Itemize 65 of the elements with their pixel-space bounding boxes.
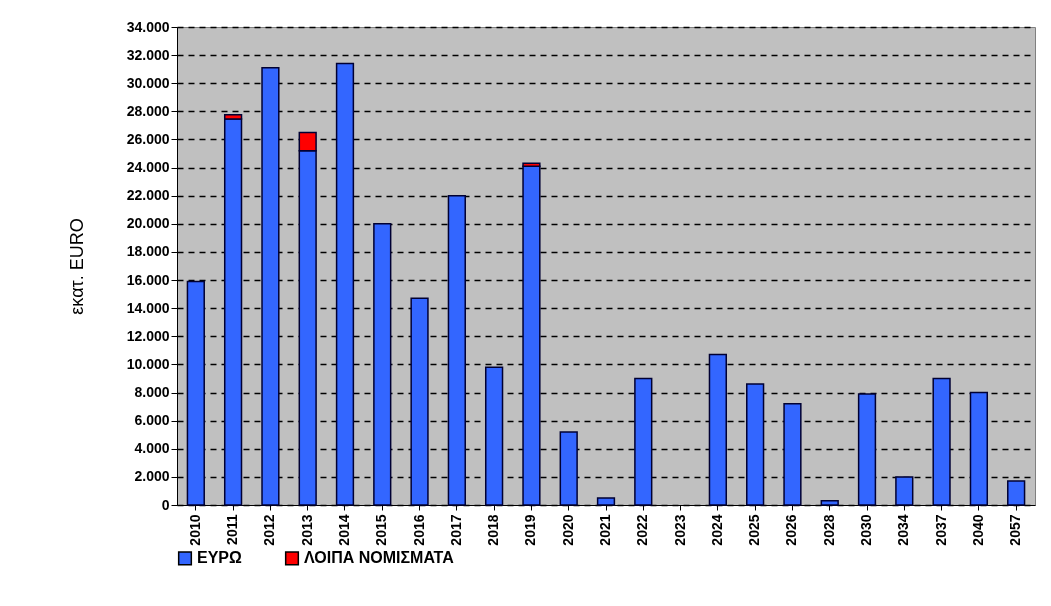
y-tick-label: 0	[161, 496, 170, 513]
bar	[708, 353, 727, 506]
x-tick-label: 2020	[559, 514, 576, 546]
bar	[746, 383, 765, 506]
x-tick-label: 2024	[708, 514, 725, 546]
bar	[969, 391, 989, 506]
bar	[559, 431, 578, 506]
x-tick-label: 2011	[224, 514, 241, 545]
x-tick-label: 2034	[895, 514, 912, 546]
y-tick-label: 28.000	[126, 102, 170, 119]
y-tick-label: 34.000	[126, 18, 170, 35]
x-tick-label: 2015	[373, 514, 390, 546]
y-tick-label: 20.000	[126, 215, 170, 232]
x-tick-label: 2014	[335, 514, 352, 546]
x-tick-label: 2040	[969, 514, 986, 546]
legend-label: ΛΟΙΠΑ ΝΟΜΙΣΜΑΤΑ	[304, 549, 455, 567]
y-tick-label: 2.000	[134, 468, 170, 485]
bar	[857, 393, 877, 506]
x-tick-label: 2019	[522, 514, 539, 546]
y-tick-label: 24.000	[126, 159, 170, 176]
x-tick-label: 2023	[671, 514, 688, 546]
bar	[596, 497, 616, 506]
y-tick-label: 6.000	[134, 412, 170, 429]
y-tick-label: 26.000	[126, 130, 170, 147]
bar	[186, 280, 205, 506]
y-tick-label: 10.000	[126, 355, 170, 372]
y-tick-label: 12.000	[126, 327, 170, 344]
bar	[895, 476, 914, 506]
x-tick-label: 2025	[746, 514, 763, 546]
y-tick-label: 4.000	[134, 440, 170, 457]
bar	[485, 366, 504, 506]
bar	[223, 118, 243, 506]
y-tick-label: 30.000	[126, 74, 170, 91]
x-tick-label: 2037	[932, 514, 949, 546]
y-tick-label: 16.000	[126, 271, 170, 288]
y-tick-label: 8.000	[134, 384, 170, 401]
bar	[634, 377, 653, 506]
x-tick-label: 2013	[298, 514, 315, 546]
bar	[932, 377, 951, 506]
bar	[522, 165, 541, 506]
x-tick-label: 2016	[410, 514, 427, 546]
bar	[447, 194, 466, 506]
x-tick-label: 2012	[261, 514, 278, 546]
bar	[373, 223, 392, 506]
x-tick-label: 2028	[820, 514, 837, 546]
y-tick-label: 32.000	[126, 46, 170, 63]
y-tick-label: 14.000	[126, 299, 170, 316]
x-tick-label: 2030	[858, 514, 875, 546]
bar	[335, 62, 355, 506]
bar	[261, 67, 280, 506]
x-tick-label: 2057	[1007, 514, 1024, 546]
legend-label: ΕΥΡΩ	[197, 549, 243, 567]
y-tick-label: 18.000	[126, 243, 170, 260]
x-tick-label: 2022	[634, 514, 651, 546]
y-tick-label: 22.000	[126, 187, 170, 204]
bar	[820, 500, 839, 506]
bar	[783, 403, 802, 506]
bar	[1007, 480, 1026, 506]
x-tick-label: 2010	[186, 514, 203, 546]
x-tick-label: 2021	[597, 514, 613, 546]
y-axis-title: εκατ. EURO	[66, 218, 87, 315]
x-tick-label: 2017	[447, 514, 464, 546]
x-tick-label: 2018	[485, 514, 502, 546]
bar	[410, 297, 429, 506]
x-tick-label: 2026	[783, 514, 800, 546]
